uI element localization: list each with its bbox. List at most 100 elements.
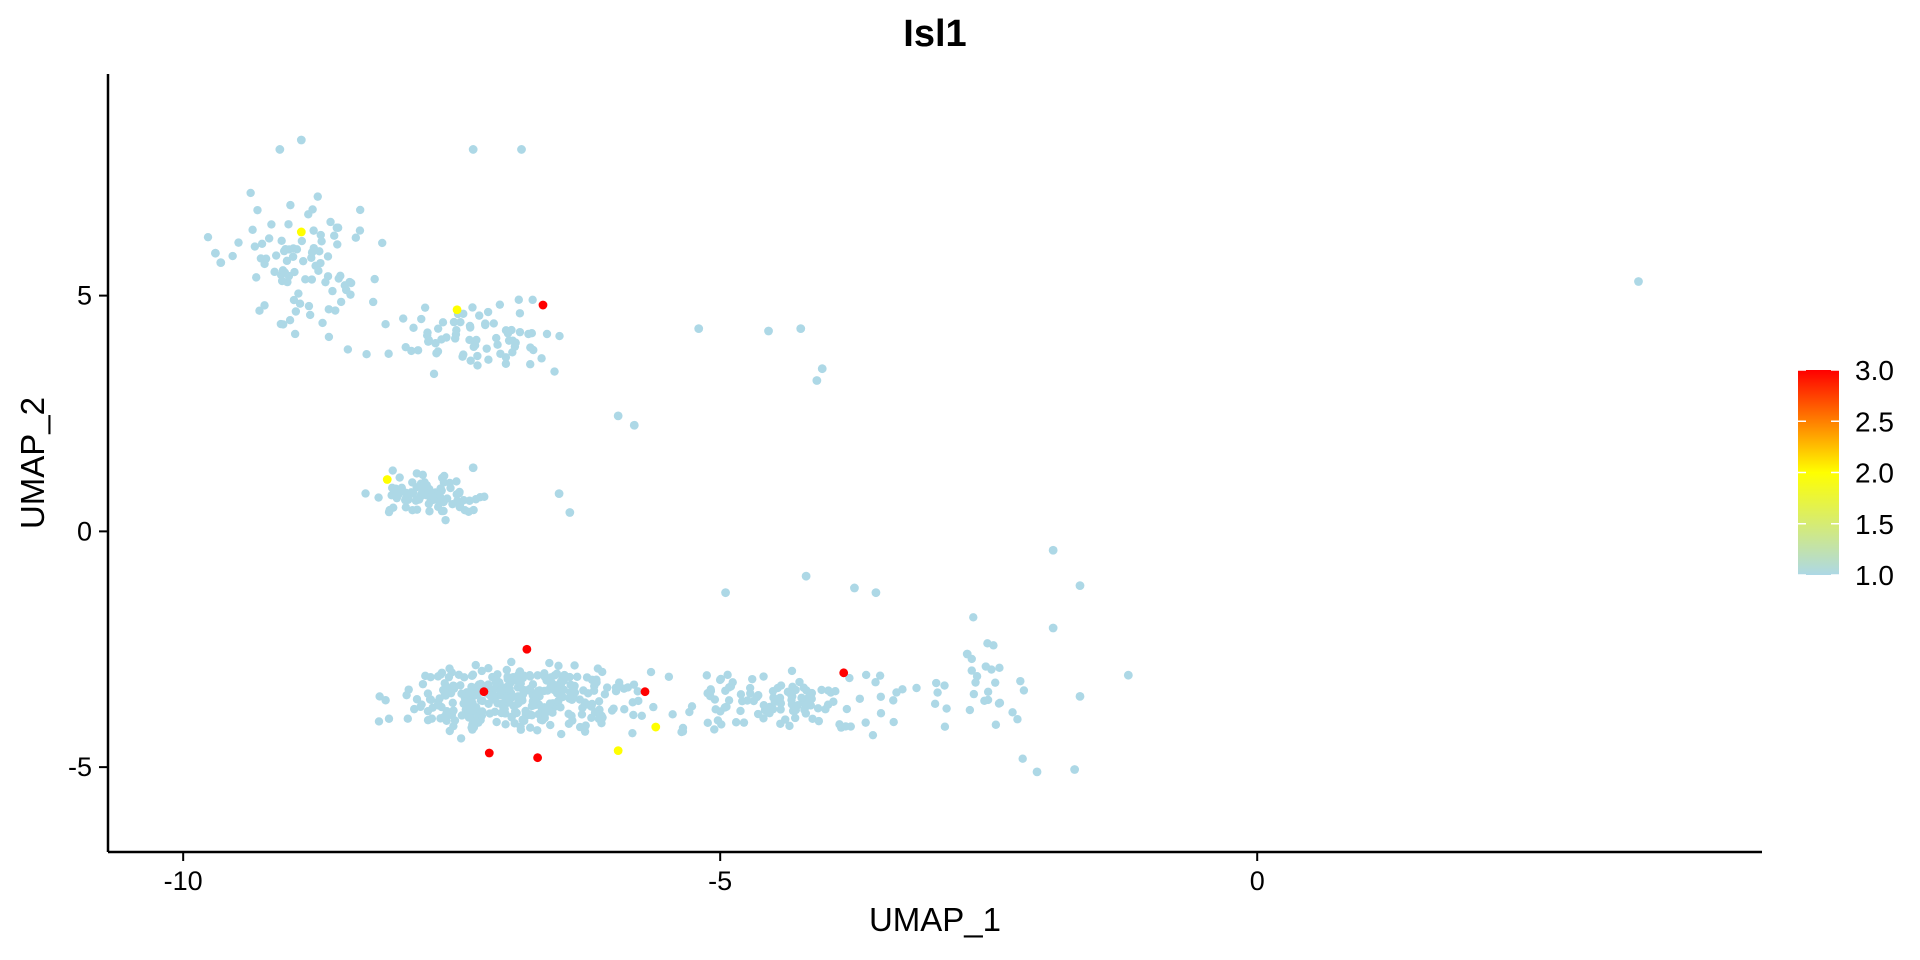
cell-point: [307, 275, 317, 284]
cell-point: [829, 697, 838, 706]
cell-point: [1018, 754, 1027, 763]
cell-point: [255, 306, 264, 315]
cell-point: [503, 674, 512, 684]
cell-point: [981, 662, 990, 671]
cell-point: [497, 708, 506, 718]
cell-point: [501, 353, 511, 362]
cell-point: [457, 711, 467, 720]
cell-point: [284, 220, 293, 229]
cell-point: [267, 220, 276, 229]
cell-point: [470, 341, 480, 350]
cell-point: [456, 317, 465, 327]
cell-point: [517, 145, 526, 154]
cell-point: [546, 720, 555, 730]
cell-point: [991, 720, 1001, 729]
cell-point: [467, 682, 476, 692]
cell-point: [471, 495, 481, 504]
points-layer: [203, 135, 1643, 777]
cell-point: [524, 329, 533, 339]
cell-point: [592, 675, 601, 684]
cell-point: [797, 693, 806, 703]
cell-point: [995, 663, 1004, 673]
cell-point: [297, 236, 307, 246]
cell-point: [437, 473, 447, 483]
cell-point: [502, 665, 511, 675]
cell-point: [629, 420, 639, 430]
cell-point: [590, 708, 600, 717]
cell-point: [817, 364, 827, 374]
cell-point: [423, 715, 433, 725]
legend-tick-label: 2.5: [1855, 406, 1894, 437]
cell-point: [615, 682, 624, 691]
cell-point: [598, 667, 607, 677]
cell-point: [875, 671, 885, 680]
cell-point: [749, 696, 758, 706]
cell-point: [600, 690, 610, 699]
cell-point: [452, 305, 462, 315]
cell-point: [716, 674, 726, 684]
cell-point: [509, 701, 518, 710]
cell-point: [770, 697, 779, 707]
cell-point: [764, 326, 773, 336]
cell-point: [521, 686, 531, 695]
cell-point: [507, 657, 516, 667]
cell-point: [555, 331, 564, 341]
cell-point: [721, 588, 730, 598]
cell-point: [409, 323, 418, 333]
cell-point: [481, 319, 490, 328]
cell-point: [387, 491, 396, 500]
cell-point: [520, 716, 529, 725]
cell-point: [855, 694, 865, 703]
cell-point: [318, 318, 327, 328]
cell-point: [336, 271, 345, 281]
cell-point: [260, 259, 269, 269]
cell-point: [801, 571, 811, 581]
cell-point: [456, 734, 466, 743]
cell-point: [581, 721, 590, 730]
cell-point: [416, 490, 426, 499]
cell-point: [748, 674, 757, 684]
cell-point: [594, 697, 604, 706]
cell-point: [983, 687, 993, 697]
cell-point: [374, 493, 383, 502]
cell-point: [550, 367, 559, 376]
cell-point: [489, 684, 499, 694]
cell-point: [420, 303, 430, 312]
cell-point: [633, 687, 642, 696]
cell-point: [333, 240, 342, 249]
cell-point: [441, 515, 450, 525]
cell-point: [384, 349, 393, 358]
cell-point: [401, 342, 410, 352]
cell-point: [1075, 581, 1085, 590]
cell-point: [969, 689, 979, 699]
cell-point: [370, 274, 379, 284]
cell-point: [706, 685, 715, 694]
cell-point: [983, 639, 992, 648]
cell-point: [465, 335, 474, 345]
legend-tick-label: 1.0: [1855, 560, 1894, 591]
cell-point: [505, 684, 514, 694]
cell-point: [465, 496, 474, 505]
cell-point: [495, 300, 505, 309]
cell-point: [402, 690, 411, 700]
cell-point: [375, 692, 384, 701]
cell-point: [374, 717, 384, 726]
cell-point: [628, 728, 637, 738]
cell-point: [521, 706, 530, 716]
cell-point: [400, 495, 410, 505]
cell-point: [324, 305, 334, 314]
cell-point: [1008, 708, 1017, 717]
cell-point: [912, 683, 921, 693]
cell-point: [933, 688, 942, 697]
legend-ticks: 1.0 1.5 2.0 2.5 3.0: [1798, 355, 1894, 591]
cell-point: [579, 686, 588, 695]
cell-point: [417, 700, 426, 709]
cell-point: [460, 505, 470, 515]
cell-point: [703, 718, 712, 728]
cell-point: [445, 664, 454, 673]
cell-point: [602, 683, 612, 692]
cell-point: [446, 483, 455, 493]
cell-point: [668, 710, 677, 719]
cell-point: [965, 705, 975, 715]
x-tick-label: 0: [1250, 866, 1265, 896]
